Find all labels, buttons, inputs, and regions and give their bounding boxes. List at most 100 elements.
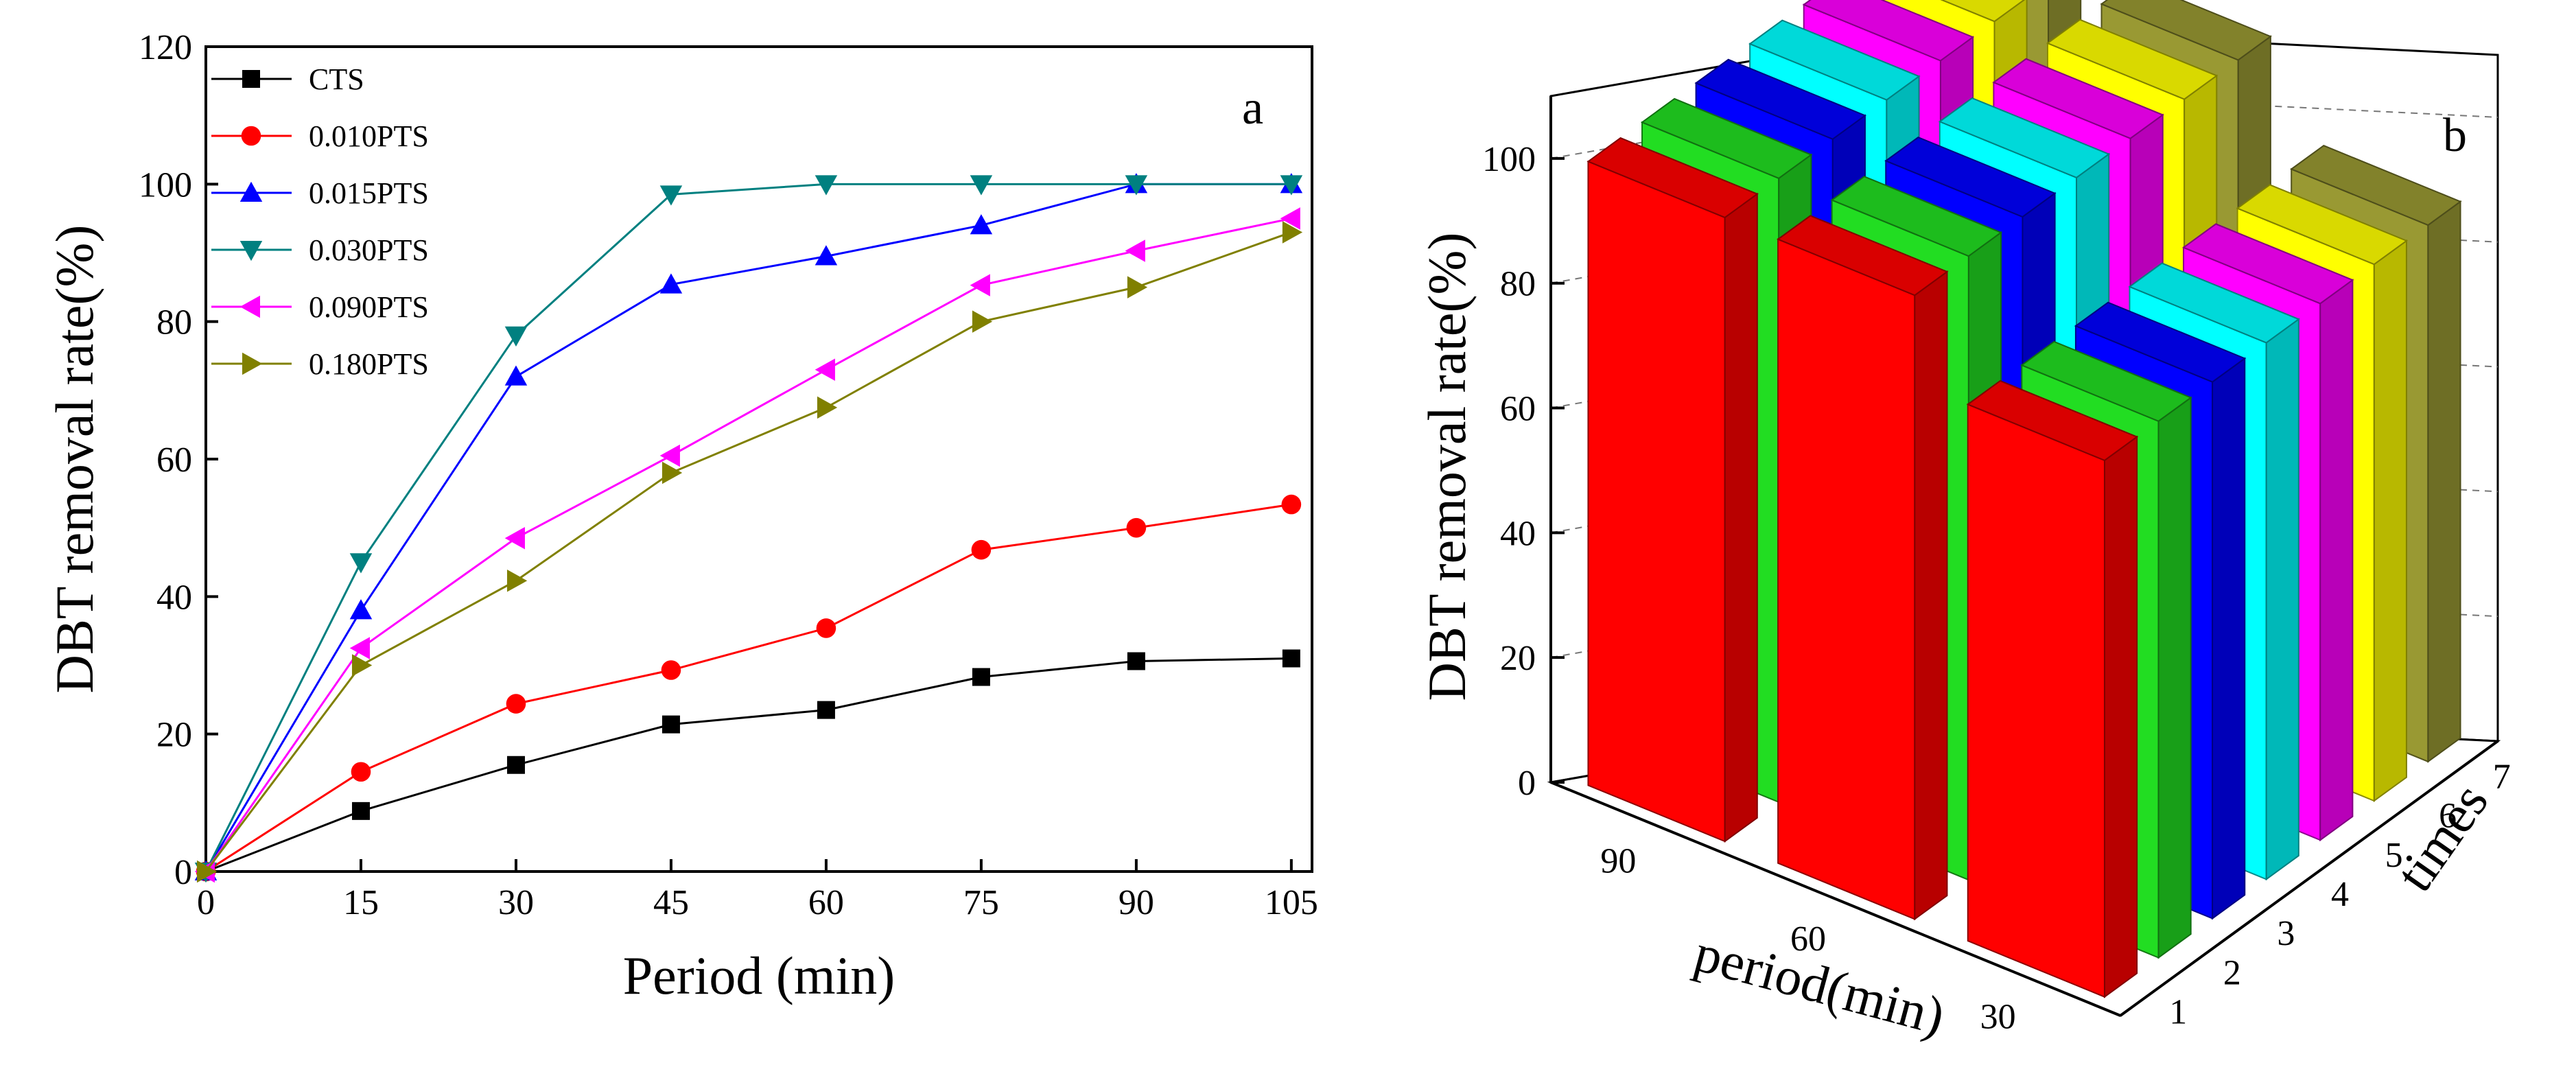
times-tick-label: 6 <box>2439 797 2457 836</box>
data-point-series-5 <box>817 396 838 419</box>
z-tick-label: 40 <box>1500 514 1536 553</box>
series-line-3 <box>204 183 1291 872</box>
times-tick-label: 3 <box>2277 914 2295 953</box>
chart-b-z-ticks: 0 20 40 60 80 100 <box>1482 140 1565 803</box>
data-point-series-5 <box>1282 221 1303 244</box>
times-tick-label: 5 <box>2385 836 2403 875</box>
legend-label: 0.015PTS <box>309 176 429 210</box>
y-tick-label: 40 <box>156 578 192 617</box>
data-point-series-1 <box>506 694 526 714</box>
data-point-series-1 <box>971 539 992 560</box>
series-line-1 <box>205 503 1292 873</box>
data-point-series-0 <box>1282 649 1300 668</box>
data-point-series-4 <box>815 358 835 382</box>
legend-label: CTS <box>309 62 364 96</box>
legend-marker <box>239 241 263 261</box>
chart-b-period-ticks: 90 60 30 <box>1600 842 2015 1037</box>
legend-marker <box>239 181 263 202</box>
chart-b-side-edge <box>2119 740 2499 1017</box>
data-point-series-0 <box>817 701 835 719</box>
data-point-series-5 <box>972 310 993 333</box>
data-point-series-3 <box>349 553 373 574</box>
data-point-series-1 <box>1281 494 1302 515</box>
legend-label: 0.090PTS <box>309 290 429 324</box>
data-point-series-2 <box>659 273 683 294</box>
period-tick-label: 30 <box>1980 997 2016 1036</box>
series-line-2 <box>204 183 1291 872</box>
z-tick-label: 100 <box>1482 140 1536 179</box>
data-point-series-3 <box>815 175 838 196</box>
y-tick-label: 80 <box>156 303 192 342</box>
data-point-series-5 <box>661 461 683 484</box>
y-tick-label: 120 <box>139 28 192 67</box>
legend-marker <box>242 70 260 88</box>
data-point-series-0 <box>506 756 525 774</box>
chart-b-front-edge <box>1550 781 2121 1017</box>
data-point-series-4 <box>970 274 990 296</box>
legend-marker <box>242 352 263 375</box>
y-tick-label: 0 <box>174 853 192 892</box>
chart-a-panel-label: a <box>1242 82 1263 134</box>
data-point-series-2 <box>349 599 373 620</box>
x-tick-label: 45 <box>653 883 689 922</box>
chart-a-x-axis-title: Period (min) <box>623 946 895 1005</box>
z-tick-label: 80 <box>1500 265 1536 304</box>
chart-a-series <box>194 173 1303 883</box>
times-tick-label: 1 <box>2169 992 2187 1031</box>
data-point-series-0 <box>1127 652 1145 670</box>
data-point-series-4 <box>659 444 680 467</box>
times-tick-label: 2 <box>2223 953 2241 992</box>
x-tick-label: 0 <box>197 883 215 922</box>
bar-period-30-times-1 <box>1966 379 2139 998</box>
data-point-series-4 <box>1280 207 1300 230</box>
data-point-series-4 <box>349 637 370 659</box>
period-tick-label: 60 <box>1790 920 1826 959</box>
z-tick-label: 0 <box>1518 764 1536 803</box>
x-tick-label: 90 <box>1119 883 1154 922</box>
z-tick-label: 20 <box>1500 639 1536 678</box>
legend-label: 0.180PTS <box>309 347 429 381</box>
chart-b-bars <box>1586 0 2462 998</box>
times-tick-label: 7 <box>2493 758 2511 797</box>
data-point-series-0 <box>972 668 990 686</box>
series-line-5 <box>204 231 1292 872</box>
data-point-series-0 <box>661 715 680 734</box>
chart-a-y-ticks: 0 20 40 60 80 100 120 <box>139 28 218 892</box>
period-tick-label: 90 <box>1600 842 1636 881</box>
data-point-series-1 <box>661 660 681 680</box>
data-point-series-0 <box>351 802 370 820</box>
times-tick-label: 4 <box>2331 875 2349 914</box>
x-tick-label: 105 <box>1265 883 1318 922</box>
data-point-series-2 <box>815 245 838 266</box>
y-tick-label: 60 <box>156 441 192 480</box>
x-tick-label: 60 <box>808 883 844 922</box>
data-point-series-2 <box>970 214 993 235</box>
data-point-series-1 <box>816 618 836 638</box>
data-point-series-3 <box>1280 175 1303 196</box>
x-tick-label: 30 <box>498 883 534 922</box>
data-point-series-4 <box>1125 239 1145 262</box>
data-point-series-1 <box>1126 517 1147 538</box>
legend-label: 0.010PTS <box>309 119 429 153</box>
data-point-series-2 <box>504 365 528 386</box>
legend-marker <box>241 126 261 146</box>
data-point-series-4 <box>504 526 525 550</box>
y-tick-label: 100 <box>139 165 192 204</box>
data-point-series-5 <box>506 570 528 592</box>
data-point-series-1 <box>351 762 371 782</box>
legend-label: 0.030PTS <box>309 233 429 267</box>
data-point-series-5 <box>1127 276 1148 299</box>
data-point-series-3 <box>659 185 683 206</box>
chart-a-y-axis-title: DBT removal rate(%) <box>45 225 104 694</box>
series-line-4 <box>204 217 1292 872</box>
chart-a-legend: CTS 0.010PTS 0.015PTS 0.030PTS 0.090PTS 0.180… <box>211 62 429 381</box>
series-line-0 <box>205 657 1291 873</box>
z-tick-label: 60 <box>1500 390 1536 429</box>
data-point-series-3 <box>970 175 993 196</box>
data-point-series-5 <box>197 860 218 883</box>
chart-a-x-ticks: 0 15 30 45 60 75 90 105 <box>197 859 1318 922</box>
data-point-series-3 <box>504 326 528 347</box>
